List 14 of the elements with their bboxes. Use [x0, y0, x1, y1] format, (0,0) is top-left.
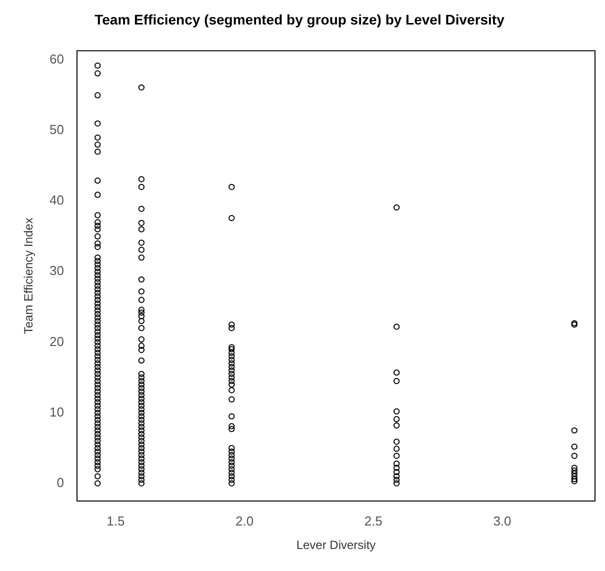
x-tick-label: 2.5 [364, 513, 382, 528]
x-tick-label: 2.0 [235, 513, 254, 528]
y-tick-label: 60 [50, 52, 64, 67]
y-tick-label: 50 [50, 122, 64, 138]
x-tick-label: 1.5 [106, 513, 125, 528]
chart-title: Team Efficiency (segmented by group size) by Level Diversity [94, 11, 505, 28]
y-tick-label: 30 [50, 263, 64, 278]
x-axis-title: Lever Diversity [296, 538, 376, 552]
y-tick-label: 10 [50, 404, 64, 420]
y-tick-label: 0 [56, 474, 64, 490]
y-tick-label: 20 [50, 334, 64, 349]
y-axis-title: Team Efficiency Index [22, 218, 36, 334]
x-tick-label: 3.0 [493, 513, 512, 528]
y-tick-label: 40 [50, 192, 64, 208]
